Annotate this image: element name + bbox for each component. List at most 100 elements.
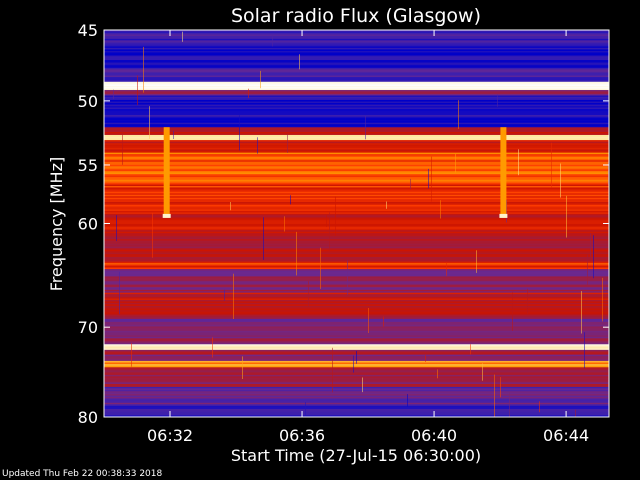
frequency-band-6 [104, 130, 609, 133]
frequency-band-11 [104, 212, 609, 215]
frequency-band-11 [104, 213, 609, 216]
frequency-band-15 [104, 307, 609, 310]
frequency-band-5 [104, 96, 609, 99]
texture-streak [440, 200, 441, 219]
frequency-band-13 [104, 266, 609, 268]
frequency-band-9 [104, 157, 609, 160]
frequency-band-9 [104, 167, 609, 170]
x-tick-label: 06:32 [147, 426, 193, 445]
frequency-band-5 [104, 98, 609, 101]
frequency-band-15 [104, 297, 609, 299]
frequency-band-1 [104, 57, 609, 60]
frequency-band-5 [104, 118, 609, 121]
x-tick-label: 06:36 [279, 426, 325, 445]
frequency-band-1 [104, 52, 609, 55]
frequency-band-10 [104, 184, 609, 187]
frequency-band-20 [104, 374, 609, 377]
frequency-band-15 [104, 316, 609, 318]
texture-streak [173, 131, 174, 139]
texture-streak [431, 156, 432, 202]
texture-streak [329, 212, 330, 251]
frequency-band-12 [104, 239, 609, 242]
frequency-band-15 [104, 301, 609, 304]
frequency-band-9 [104, 163, 609, 166]
texture-streak [581, 291, 582, 334]
frequency-band-21 [104, 388, 609, 391]
frequency-band-12 [104, 242, 609, 245]
frequency-band-16 [104, 336, 609, 339]
frequency-band-2 [104, 80, 609, 83]
texture-streak [455, 153, 456, 173]
frequency-band-9 [104, 152, 609, 155]
frequency-band-11 [104, 215, 609, 218]
frequency-band-21 [104, 401, 609, 404]
texture-streak [242, 356, 243, 379]
frequency-band-5 [104, 104, 609, 107]
frequency-band-3 [104, 85, 609, 88]
frequency-band-17 [104, 348, 609, 351]
texture-streak [362, 377, 363, 393]
frequency-band-12 [104, 236, 609, 239]
frequency-band-10 [104, 187, 609, 190]
frequency-band-3 [104, 87, 609, 90]
y-axis: 45 50 55 60 70 80 [78, 21, 609, 427]
frequency-band-7 [104, 138, 609, 141]
burst-end [499, 213, 508, 218]
frequency-band-16 [104, 326, 609, 329]
frequency-band-3 [104, 88, 609, 91]
frequency-band-22 [104, 415, 609, 417]
frequency-band-12 [104, 258, 609, 261]
frequency-band-2 [104, 72, 609, 75]
frequency-bands [104, 30, 609, 417]
frequency-band-17 [104, 347, 609, 349]
frequency-band-9 [104, 181, 609, 184]
frequency-band-13 [104, 263, 609, 265]
frequency-band-10 [104, 183, 609, 185]
frequency-band-9 [104, 166, 609, 169]
frequency-band-5 [104, 125, 609, 128]
frequency-band-9 [104, 180, 609, 182]
frequency-band-10 [104, 188, 609, 191]
texture-streak [593, 235, 594, 279]
texture-streak [152, 212, 153, 258]
frequency-band-8 [104, 151, 609, 154]
texture-streak [113, 89, 114, 100]
frequency-band-5 [104, 112, 609, 115]
frequency-band-16 [104, 317, 609, 320]
frequency-band-3 [104, 84, 609, 87]
frequency-band-1 [104, 66, 609, 69]
frequency-band-12 [104, 248, 609, 251]
frequency-band-20 [104, 368, 609, 371]
frequency-band-4 [104, 92, 609, 95]
frequency-band-5 [104, 95, 609, 98]
y-tick-label: 45 [78, 21, 98, 40]
frequency-band-21 [104, 392, 609, 395]
frequency-band-12 [104, 237, 609, 240]
y-tick-label: 60 [78, 215, 98, 234]
frequency-band-4 [104, 94, 609, 96]
texture-streak [509, 392, 510, 417]
frequency-band-12 [104, 254, 609, 257]
frequency-band-12 [104, 257, 609, 260]
frequency-band-8 [104, 147, 609, 150]
frequency-band-11 [104, 216, 609, 219]
texture-streak [233, 273, 234, 319]
frequency-band-1 [104, 60, 609, 63]
frequency-band-15 [104, 305, 609, 308]
frequency-band-5 [104, 101, 609, 104]
texture-streak [575, 409, 576, 417]
frequency-band-14 [104, 270, 609, 273]
frequency-band-14 [104, 277, 609, 280]
frequency-band-11 [104, 224, 609, 227]
texture-streak [602, 277, 603, 322]
frequency-band-21 [104, 398, 609, 401]
frequency-band-9 [104, 172, 609, 175]
frequency-band-22 [104, 412, 609, 415]
texture-streak [257, 137, 258, 154]
frequency-band-22 [104, 409, 609, 412]
texture-streak [506, 200, 507, 223]
frequency-band-15 [104, 304, 609, 307]
frequency-band-5 [104, 110, 609, 113]
frequency-band-16 [104, 330, 609, 333]
texture-streak [494, 374, 495, 417]
